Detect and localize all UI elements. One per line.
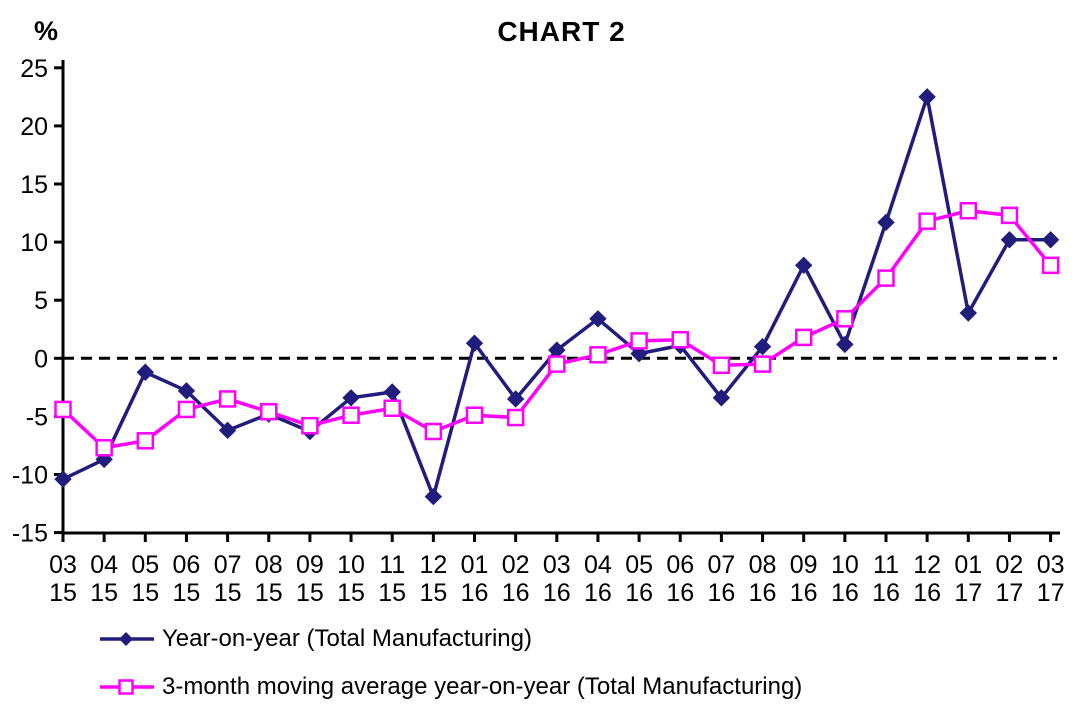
svg-text:15: 15 bbox=[20, 171, 48, 199]
svg-text:16: 16 bbox=[543, 579, 571, 607]
plot-area: -15-10-505101520250315041505150615071508… bbox=[12, 55, 1065, 607]
svg-text:04: 04 bbox=[584, 551, 612, 579]
svg-text:15: 15 bbox=[419, 579, 447, 607]
svg-text:-5: -5 bbox=[26, 403, 48, 431]
svg-text:06: 06 bbox=[173, 551, 201, 579]
svg-text:15: 15 bbox=[337, 579, 365, 607]
svg-text:17: 17 bbox=[1037, 579, 1065, 607]
svg-text:12: 12 bbox=[913, 551, 941, 579]
moving-average-square-marker-icon bbox=[100, 679, 154, 695]
legend-label-yoy: Year-on-year (Total Manufacturing) bbox=[162, 625, 532, 652]
svg-text:15: 15 bbox=[131, 579, 159, 607]
svg-text:16: 16 bbox=[749, 579, 777, 607]
svg-text:10: 10 bbox=[831, 551, 859, 579]
svg-text:16: 16 bbox=[502, 579, 530, 607]
svg-text:11: 11 bbox=[873, 551, 899, 579]
svg-text:16: 16 bbox=[831, 579, 859, 607]
svg-text:01: 01 bbox=[954, 551, 982, 579]
svg-text:06: 06 bbox=[666, 551, 694, 579]
svg-text:-10: -10 bbox=[12, 462, 48, 490]
svg-text:05: 05 bbox=[625, 551, 653, 579]
svg-text:12: 12 bbox=[419, 551, 447, 579]
axes bbox=[61, 60, 1060, 535]
svg-text:0: 0 bbox=[34, 345, 48, 373]
svg-text:04: 04 bbox=[90, 551, 118, 579]
svg-text:03: 03 bbox=[1037, 551, 1065, 579]
svg-text:16: 16 bbox=[584, 579, 612, 607]
svg-text:15: 15 bbox=[214, 579, 242, 607]
series-yoy bbox=[54, 88, 1060, 506]
svg-text:17: 17 bbox=[996, 579, 1024, 607]
svg-text:16: 16 bbox=[625, 579, 653, 607]
svg-text:05: 05 bbox=[131, 551, 159, 579]
svg-text:17: 17 bbox=[954, 579, 982, 607]
chart-title: CHART 2 bbox=[497, 16, 626, 47]
svg-text:08: 08 bbox=[255, 551, 283, 579]
y-axis-ticks-labels: -15 -10 -5 0 5 10 15 20 25 bbox=[12, 55, 63, 548]
svg-text:08: 08 bbox=[749, 551, 777, 579]
svg-text:16: 16 bbox=[461, 579, 489, 607]
svg-text:02: 02 bbox=[996, 551, 1024, 579]
svg-text:16: 16 bbox=[872, 579, 900, 607]
svg-text:5: 5 bbox=[34, 287, 48, 315]
svg-text:09: 09 bbox=[790, 551, 818, 579]
svg-text:-15: -15 bbox=[12, 520, 48, 548]
svg-text:20: 20 bbox=[20, 113, 48, 141]
svg-text:16: 16 bbox=[790, 579, 818, 607]
svg-text:15: 15 bbox=[90, 579, 118, 607]
svg-text:01: 01 bbox=[461, 551, 489, 579]
svg-text:02: 02 bbox=[502, 551, 530, 579]
legend-item-moving-average: 3-month moving average year-on-year (Tot… bbox=[99, 673, 802, 701]
svg-text:07: 07 bbox=[707, 551, 735, 579]
legend-label-moving-average: 3-month moving average year-on-year (Tot… bbox=[162, 673, 803, 700]
svg-text:15: 15 bbox=[173, 579, 201, 607]
svg-text:15: 15 bbox=[49, 579, 77, 607]
svg-text:09: 09 bbox=[296, 551, 324, 579]
yoy-diamond-marker-icon bbox=[100, 632, 154, 646]
svg-text:07: 07 bbox=[214, 551, 242, 579]
svg-text:16: 16 bbox=[707, 579, 735, 607]
y-axis-unit-label: % bbox=[34, 16, 59, 46]
series-moving-average bbox=[54, 201, 1060, 457]
svg-text:10: 10 bbox=[20, 229, 48, 257]
svg-text:15: 15 bbox=[296, 579, 324, 607]
svg-text:25: 25 bbox=[20, 55, 48, 83]
svg-text:16: 16 bbox=[666, 579, 694, 607]
svg-text:11: 11 bbox=[379, 551, 405, 579]
svg-text:15: 15 bbox=[255, 579, 283, 607]
legend-item-yoy: Year-on-year (Total Manufacturing) bbox=[99, 625, 802, 653]
svg-text:03: 03 bbox=[49, 551, 77, 579]
x-axis-ticks-labels: 0315041505150615071508150915101511151215… bbox=[49, 533, 1065, 607]
svg-text:16: 16 bbox=[913, 579, 941, 607]
svg-text:10: 10 bbox=[337, 551, 365, 579]
legend: Year-on-year (Total Manufacturing) 3-mon… bbox=[99, 625, 802, 701]
svg-text:15: 15 bbox=[378, 579, 406, 607]
svg-text:03: 03 bbox=[543, 551, 571, 579]
